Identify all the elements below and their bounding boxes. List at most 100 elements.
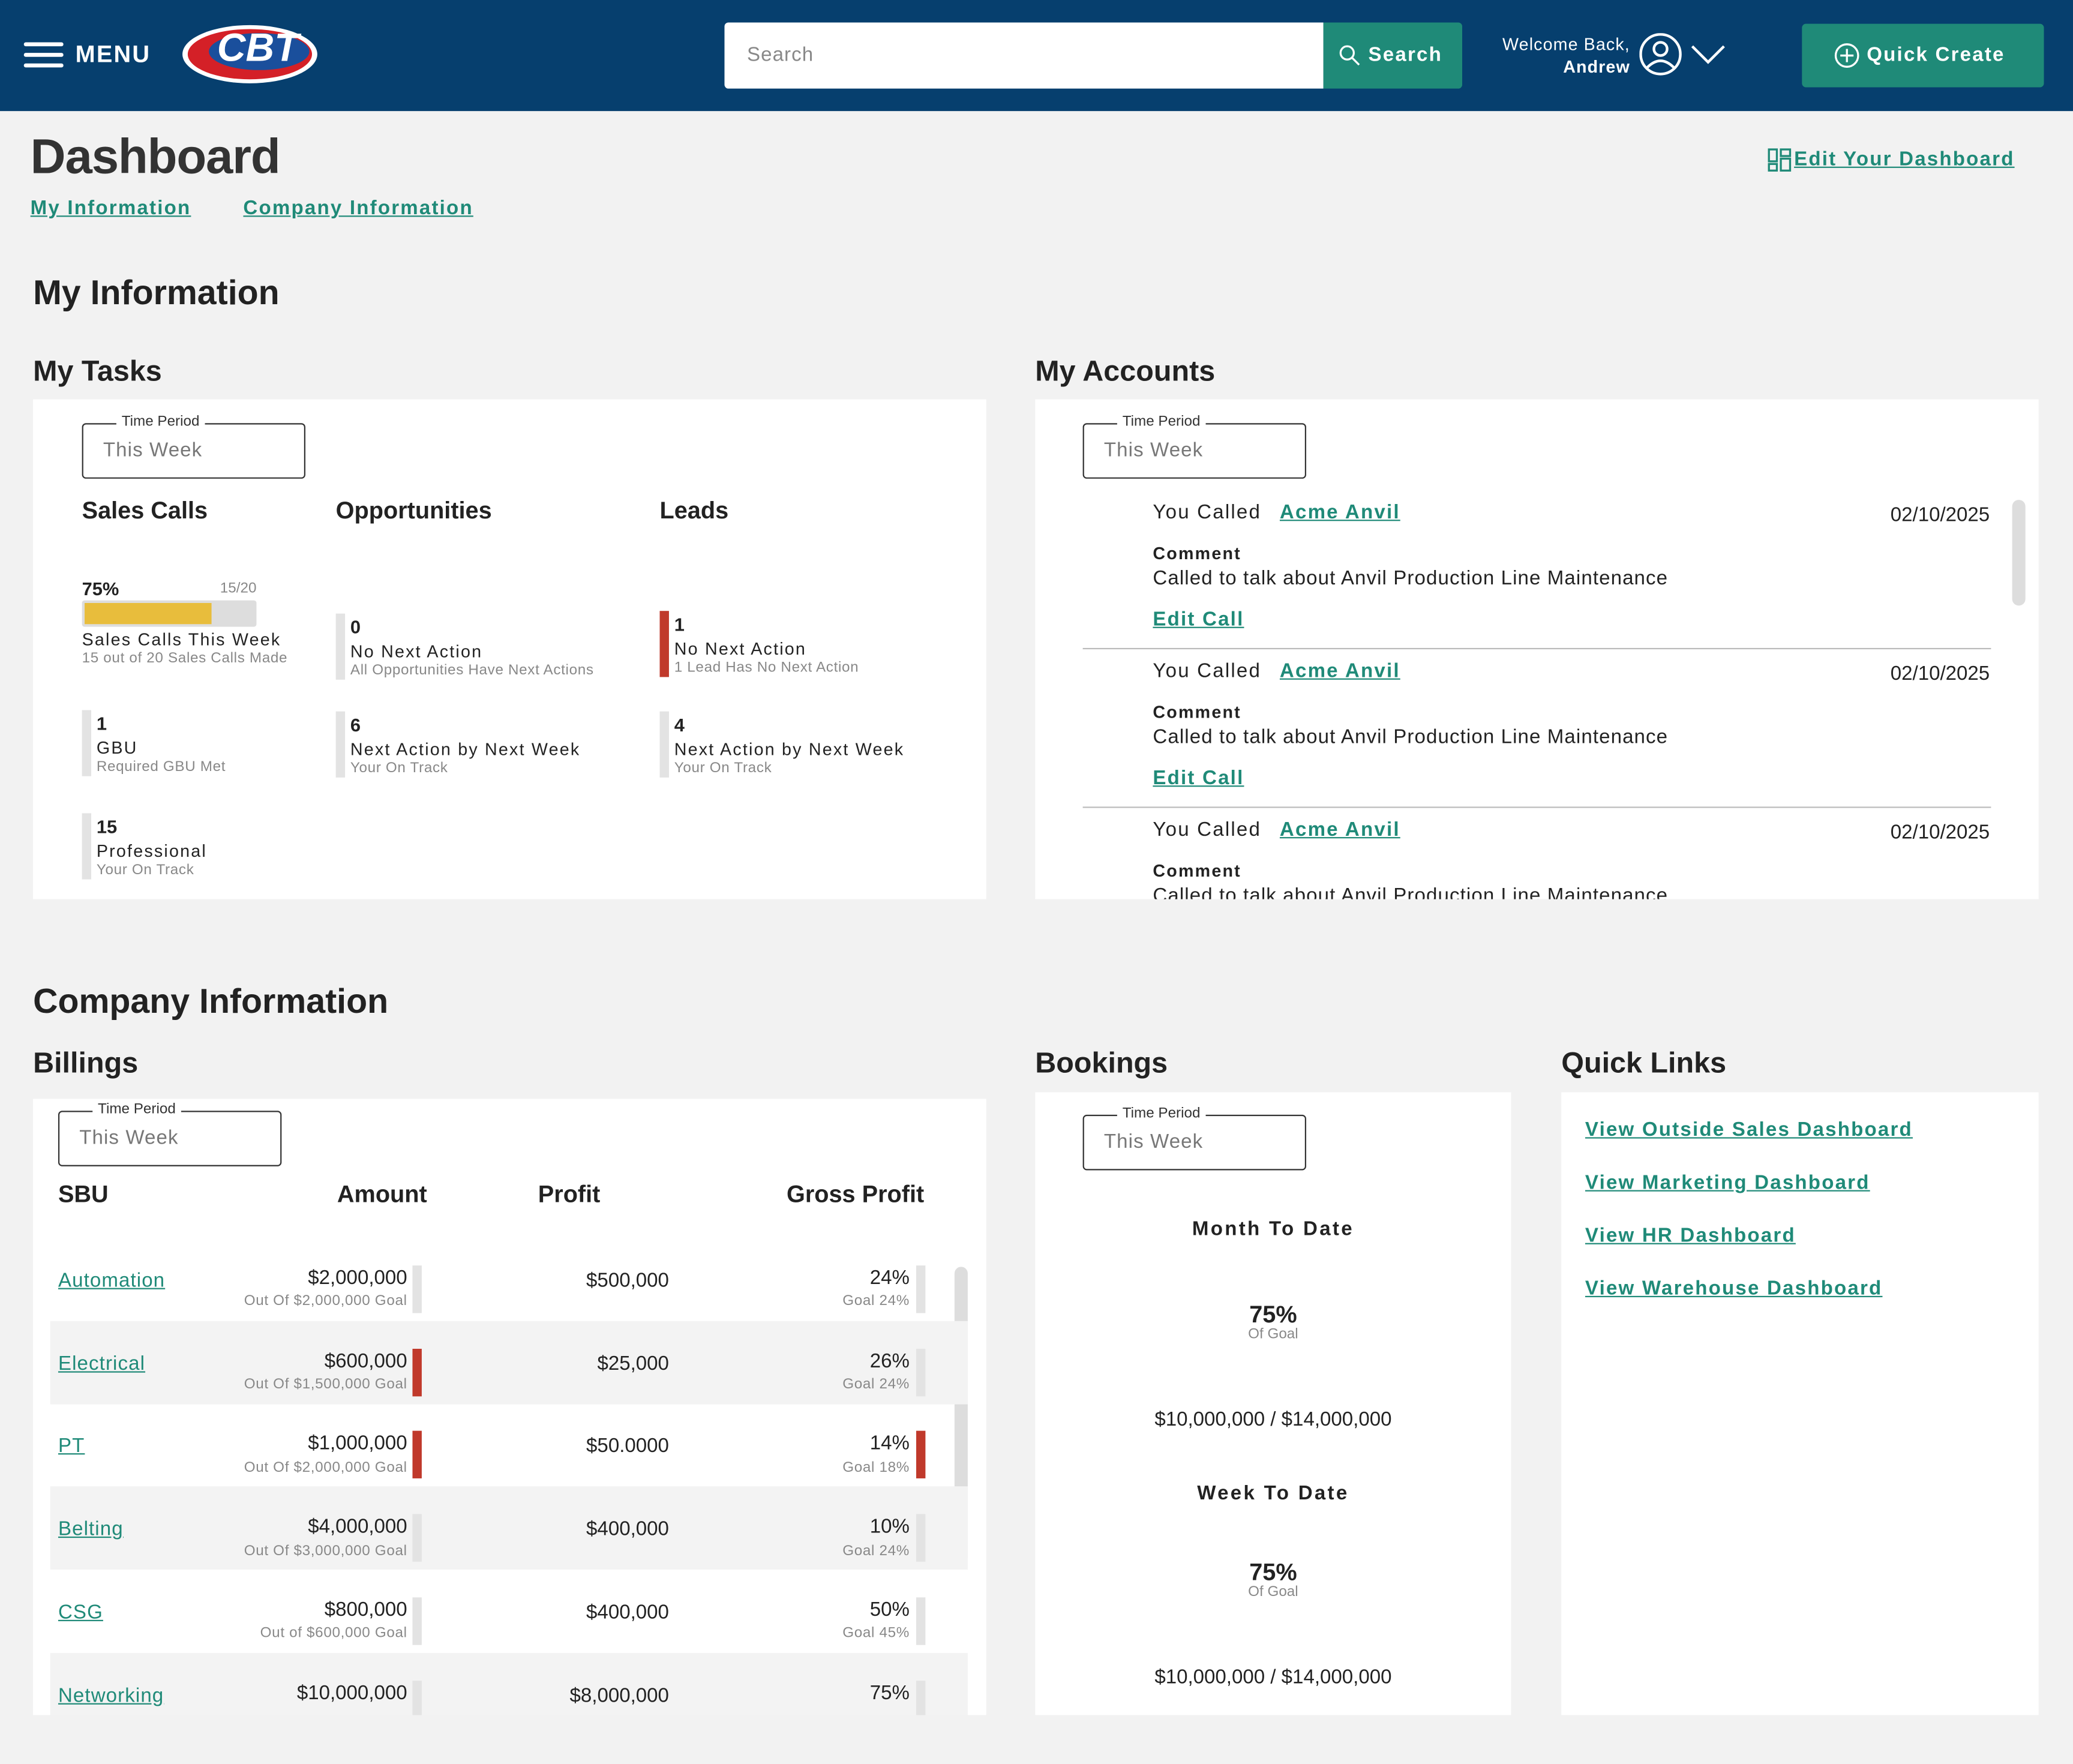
donut-percent: 75% [1249, 1559, 1297, 1586]
item-subtitle: 1 Lead Has No Next Action [674, 660, 859, 677]
sbu-link[interactable]: Electrical [58, 1352, 146, 1375]
status-bar [412, 1431, 422, 1479]
logo-mark [182, 25, 317, 83]
search-input[interactable] [724, 22, 1324, 89]
menu-icon[interactable] [23, 41, 64, 70]
tab[interactable]: My Information [30, 197, 191, 220]
sbu-link[interactable]: CSG [58, 1601, 103, 1624]
column-title: Sales Calls [82, 497, 208, 524]
status-bar [916, 1680, 926, 1715]
sbu-link[interactable]: Automation [58, 1269, 166, 1292]
progress-label: 75% [82, 577, 119, 599]
quick-link[interactable]: View Warehouse Dashboard [1585, 1277, 1883, 1300]
item-title: No Next Action [674, 638, 807, 659]
column-header[interactable]: Gross Profit [786, 1181, 925, 1208]
time-period-label: Time Period [92, 1102, 181, 1120]
profit: $400,000 [586, 1518, 669, 1541]
accounts-card: Time Period This Week You Called Acme Anvil… [1035, 399, 2039, 899]
gross-goal: Goal 24% [842, 1376, 910, 1393]
time-period-value: This Week [103, 439, 203, 462]
gross-profit: 14% [869, 1432, 910, 1456]
avatar [1083, 659, 1140, 716]
booking-totals: $10,000,000 / $14,000,000 [1154, 1666, 1392, 1689]
search-icon [1339, 45, 1360, 66]
quick-create-label[interactable]: Quick Create [1867, 43, 2005, 67]
plus-icon [1834, 43, 1859, 68]
divider [1082, 806, 1991, 808]
status-bar [659, 711, 669, 778]
amount-goal: Out Of $2,000,000 Goal [244, 1294, 407, 1310]
section-heading: Company Information [33, 981, 389, 1021]
column-header[interactable]: Profit [538, 1181, 601, 1208]
row-background [50, 1652, 968, 1715]
search-button[interactable] [1323, 22, 1463, 89]
section-heading: My Information [33, 272, 280, 313]
item-title: No Next Action [350, 641, 483, 662]
item-value: 6 [350, 713, 361, 735]
profit: $400,000 [586, 1601, 669, 1624]
kebab-menu[interactable] [955, 1111, 962, 1135]
search-button-label[interactable]: Search [1368, 43, 1443, 67]
time-period-value: This Week [79, 1126, 179, 1150]
tab[interactable]: Company Information [243, 197, 473, 220]
scrollbar [2012, 500, 2026, 606]
kebab-menu[interactable] [1997, 1117, 2005, 1141]
item-value: 0 [350, 616, 361, 637]
account-link[interactable]: Acme Anvil [1279, 659, 1400, 683]
amount: $1,000,000 [308, 1432, 407, 1456]
booking-totals: $10,000,000 / $14,000,000 [1154, 1408, 1392, 1431]
status-bar [412, 1597, 422, 1645]
kebab-menu[interactable] [1457, 1114, 1465, 1138]
quick-link[interactable]: View HR Dashboard [1585, 1224, 1796, 1247]
column-title: Leads [659, 497, 729, 524]
account-link[interactable]: Acme Anvil [1279, 818, 1400, 841]
sbu-link[interactable]: PT [58, 1435, 85, 1458]
sort-icon[interactable] [929, 1190, 945, 1201]
time-period-label: Time Period [1117, 414, 1206, 432]
column-header[interactable]: SBU [58, 1181, 109, 1208]
status-bar [916, 1514, 926, 1562]
donut-percent: 75% [1249, 1301, 1297, 1328]
card-heading: My Accounts [1035, 354, 1216, 388]
quick-link[interactable]: View Outside Sales Dashboard [1585, 1118, 1913, 1141]
amount-goal: Out Of $2,000,000 Goal [244, 1459, 407, 1476]
amount: $2,000,000 [308, 1267, 407, 1289]
call-date: 02/10/2025 [1890, 821, 1990, 844]
gross-profit: 10% [869, 1515, 910, 1538]
edit-call-link[interactable]: Edit Call [1153, 767, 1244, 790]
user-name: Andrew [1563, 56, 1630, 77]
amount: $600,000 [324, 1349, 407, 1372]
call-prefix: You Called [1153, 659, 1262, 683]
tasks-card: Time Period This Week Sales Calls 75% 15/20 S… [33, 399, 986, 899]
quick-link[interactable]: View Marketing Dashboard [1585, 1171, 1870, 1195]
comment-text: Called to talk about Anvil Production Li… [1153, 884, 1669, 899]
status-bar [916, 1597, 926, 1645]
sbu-link[interactable]: Networking [58, 1684, 164, 1707]
card-heading: Billings [33, 1046, 139, 1079]
progress-title: Sales Calls This Week [82, 629, 281, 650]
amount-goal: Out Of $1,500,000 Goal [244, 1376, 407, 1393]
item-subtitle: All Opportunities Have Next Actions [350, 663, 594, 679]
row-background [50, 1486, 968, 1570]
status-bar [82, 813, 92, 880]
profit: $8,000,000 [569, 1684, 669, 1707]
chevron [220, 1127, 262, 1151]
status-bar [82, 710, 92, 776]
menu-label[interactable]: MENU [75, 41, 151, 68]
item-subtitle: Your On Track [674, 761, 772, 777]
comment-label: Comment [1153, 702, 1241, 722]
sbu-link[interactable]: Belting [58, 1518, 124, 1541]
kebab-menu[interactable] [931, 423, 938, 447]
edit-call-link[interactable]: Edit Call [1153, 608, 1244, 631]
gross-goal: Goal 24% [842, 1294, 910, 1310]
avatar [1083, 817, 1140, 874]
item-subtitle: Your On Track [96, 862, 194, 879]
column-header[interactable]: Amount [337, 1181, 427, 1208]
kebab-menu[interactable] [1983, 439, 1991, 463]
edit-dashboard-link[interactable]: Edit Your Dashboard [1794, 148, 2015, 171]
chart-title: Month To Date [1192, 1217, 1354, 1241]
account-link[interactable]: Acme Anvil [1279, 501, 1400, 524]
user-menu[interactable] [1639, 33, 1726, 78]
item-value: 4 [674, 713, 685, 735]
